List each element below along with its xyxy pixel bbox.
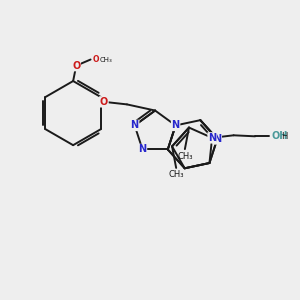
Text: N: N	[130, 120, 139, 130]
Text: CH₃: CH₃	[177, 152, 193, 161]
Text: O: O	[93, 55, 100, 64]
Text: CH₃: CH₃	[168, 170, 184, 179]
Text: H: H	[281, 132, 287, 141]
Text: OH: OH	[271, 131, 287, 141]
Text: O: O	[100, 97, 108, 107]
Text: N: N	[172, 120, 180, 130]
Text: CH₃: CH₃	[100, 56, 112, 62]
Text: N: N	[213, 134, 221, 144]
Text: N: N	[138, 145, 146, 154]
Text: O: O	[72, 61, 80, 71]
Text: N: N	[208, 133, 216, 143]
